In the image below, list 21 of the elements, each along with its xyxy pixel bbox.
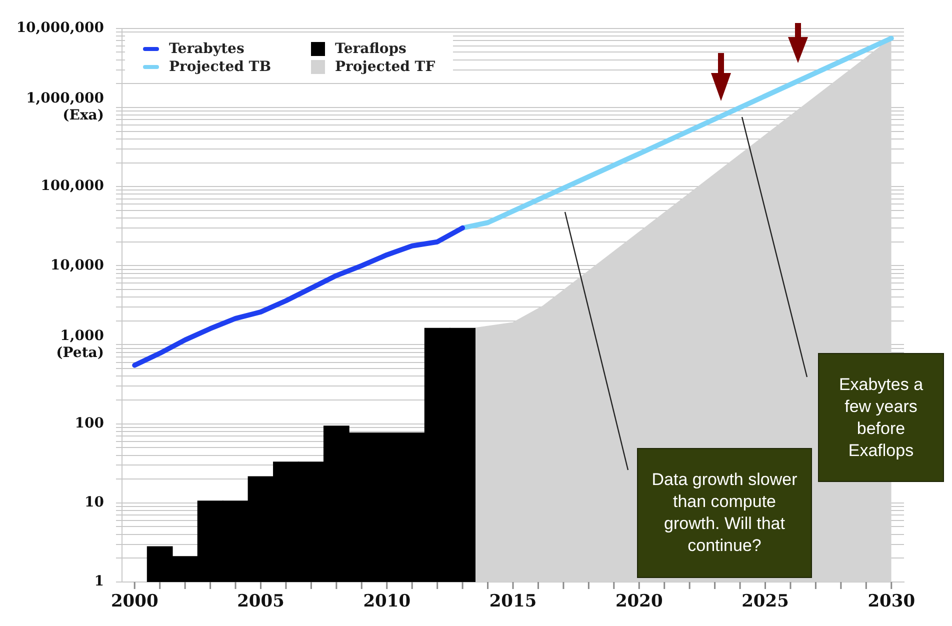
x-tick-label: 2005 (237, 592, 284, 612)
y-tick-label: 1,000,000 (Exa) (26, 90, 104, 124)
x-tick-label: 2030 (868, 592, 916, 612)
x-tick-label: 2010 (363, 592, 411, 612)
x-tick-label: 2015 (489, 592, 537, 612)
callout-box: Data growth slower than compute growth. Will that continue? (637, 448, 812, 578)
legend-label: Teraflops (334, 41, 408, 57)
x-tick-label: 2020 (615, 592, 663, 612)
y-tick-label: 100,000 (40, 178, 104, 194)
legend-label: Terabytes (168, 41, 246, 57)
y-tick-label: 1 (94, 574, 104, 590)
callout-box: Exabytes a few years before Exaflops (818, 353, 944, 482)
x-tick-label: 2025 (742, 592, 789, 612)
y-tick-label: 1,000 (Peta) (56, 328, 104, 361)
y-tick-label: 10,000,000 (16, 20, 104, 36)
legend-label: Projected TB (168, 59, 272, 75)
y-tick-label: 10 (84, 494, 104, 511)
x-tick-label: 2000 (110, 592, 158, 612)
y-tick-label: 10,000 (50, 257, 104, 274)
y-tick-label: 100 (74, 415, 104, 432)
legend-label: Projected TF (334, 59, 436, 75)
